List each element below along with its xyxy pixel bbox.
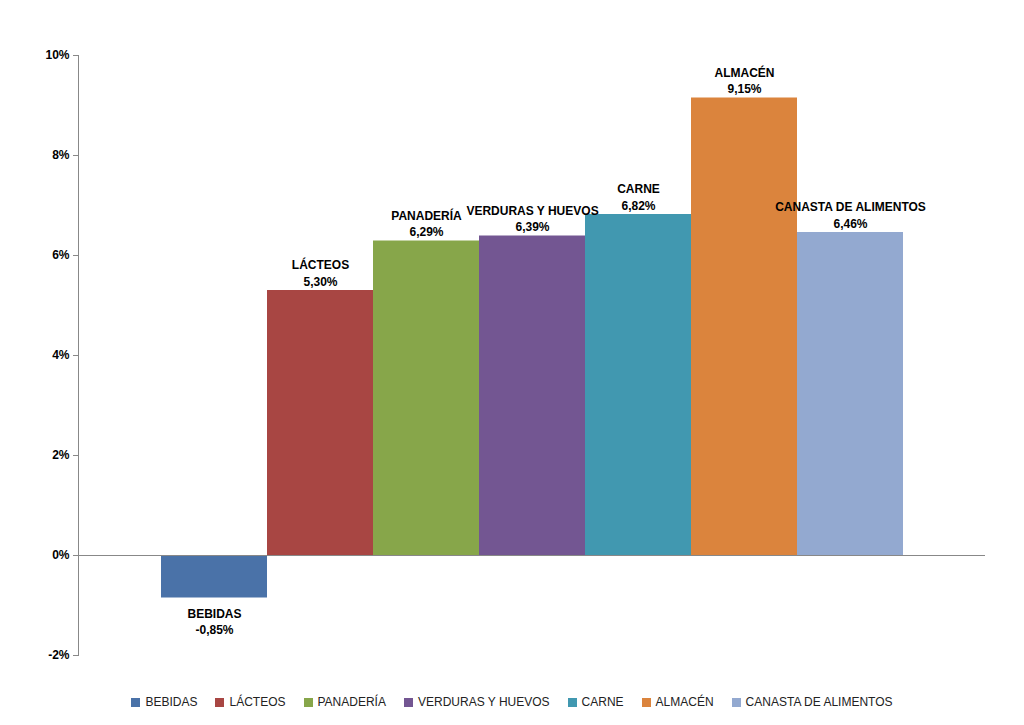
html-text:BEBIDAS: BEBIDAS bbox=[145, 695, 198, 709]
html-text:ALMACÉN: ALMACÉN bbox=[655, 695, 714, 709]
svg-text:-2%: -2% bbox=[48, 648, 70, 662]
svg-text:CARNE6,82%: CARNE6,82% bbox=[617, 182, 660, 212]
svg-text:0%: 0% bbox=[52, 548, 70, 562]
svg-text:ALMACÉN9,15%: ALMACÉN9,15% bbox=[715, 65, 775, 96]
html-text:CANASTA DE ALIMENTOS: CANASTA DE ALIMENTOS bbox=[745, 695, 893, 709]
html-text:VERDURAS Y HUEVOS: VERDURAS Y HUEVOS bbox=[418, 695, 550, 709]
svg-text:VERDURAS Y HUEVOS6,39%: VERDURAS Y HUEVOS6,39% bbox=[466, 204, 598, 234]
html-text:CARNE: CARNE bbox=[581, 695, 624, 709]
html-text:PANADERÍA: PANADERÍA bbox=[317, 695, 386, 709]
svg-text:PANADERÍA6,29%: PANADERÍA6,29% bbox=[391, 208, 462, 239]
svg-text:6%: 6% bbox=[52, 248, 70, 262]
html-text:LÁCTEOS: LÁCTEOS bbox=[229, 695, 286, 709]
svg-text:CANASTA DE ALIMENTOS6,46%: CANASTA DE ALIMENTOS6,46% bbox=[775, 200, 926, 230]
svg-text:4%: 4% bbox=[52, 348, 70, 362]
svg-text:2%: 2% bbox=[52, 448, 70, 462]
svg-text:8%: 8% bbox=[52, 148, 70, 162]
svg-text:10%: 10% bbox=[45, 48, 69, 62]
svg-text:LÁCTEOS5,30%: LÁCTEOS5,30% bbox=[292, 257, 349, 288]
svg-text:BEBIDAS-0,85%: BEBIDAS-0,85% bbox=[187, 607, 241, 637]
